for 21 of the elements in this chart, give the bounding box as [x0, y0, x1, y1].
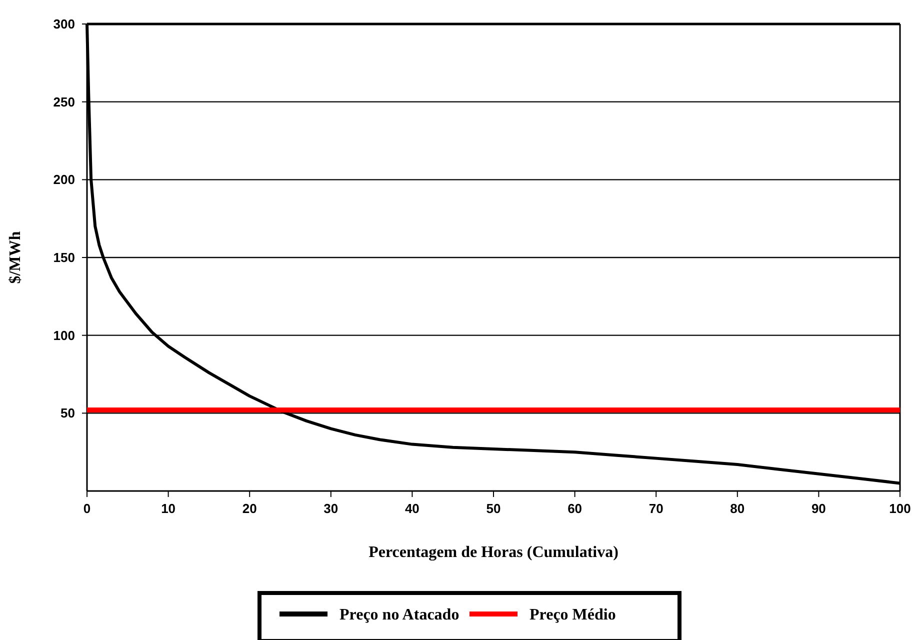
y-tick-label: 250	[53, 94, 75, 110]
y-tick-label: 50	[60, 406, 75, 421]
x-tick-label: 90	[811, 501, 826, 516]
x-tick-label: 100	[889, 501, 911, 516]
x-tick-label: 80	[730, 501, 745, 516]
x-tick-label: 40	[404, 501, 420, 516]
legend-label: Preço no Atacado	[340, 606, 460, 624]
x-axis-title: Percentagem de Horas (Cumulativa)	[368, 544, 618, 561]
x-tick-label: 30	[324, 501, 338, 516]
legend-label: Preço Médio	[530, 606, 616, 624]
y-tick-label: 300	[53, 16, 75, 32]
x-tick-label: 50	[486, 501, 501, 516]
x-tick-label: 70	[648, 501, 664, 516]
y-axis-title: $/MWh	[7, 231, 24, 284]
y-tick-label: 100	[53, 328, 75, 343]
x-tick-label: 10	[161, 501, 176, 516]
y-tick-label: 150	[53, 250, 75, 266]
x-tick-label: 0	[83, 501, 91, 516]
x-tick-label: 20	[242, 501, 257, 516]
x-tick-label: 60	[568, 501, 582, 516]
y-tick-label: 200	[53, 172, 75, 188]
